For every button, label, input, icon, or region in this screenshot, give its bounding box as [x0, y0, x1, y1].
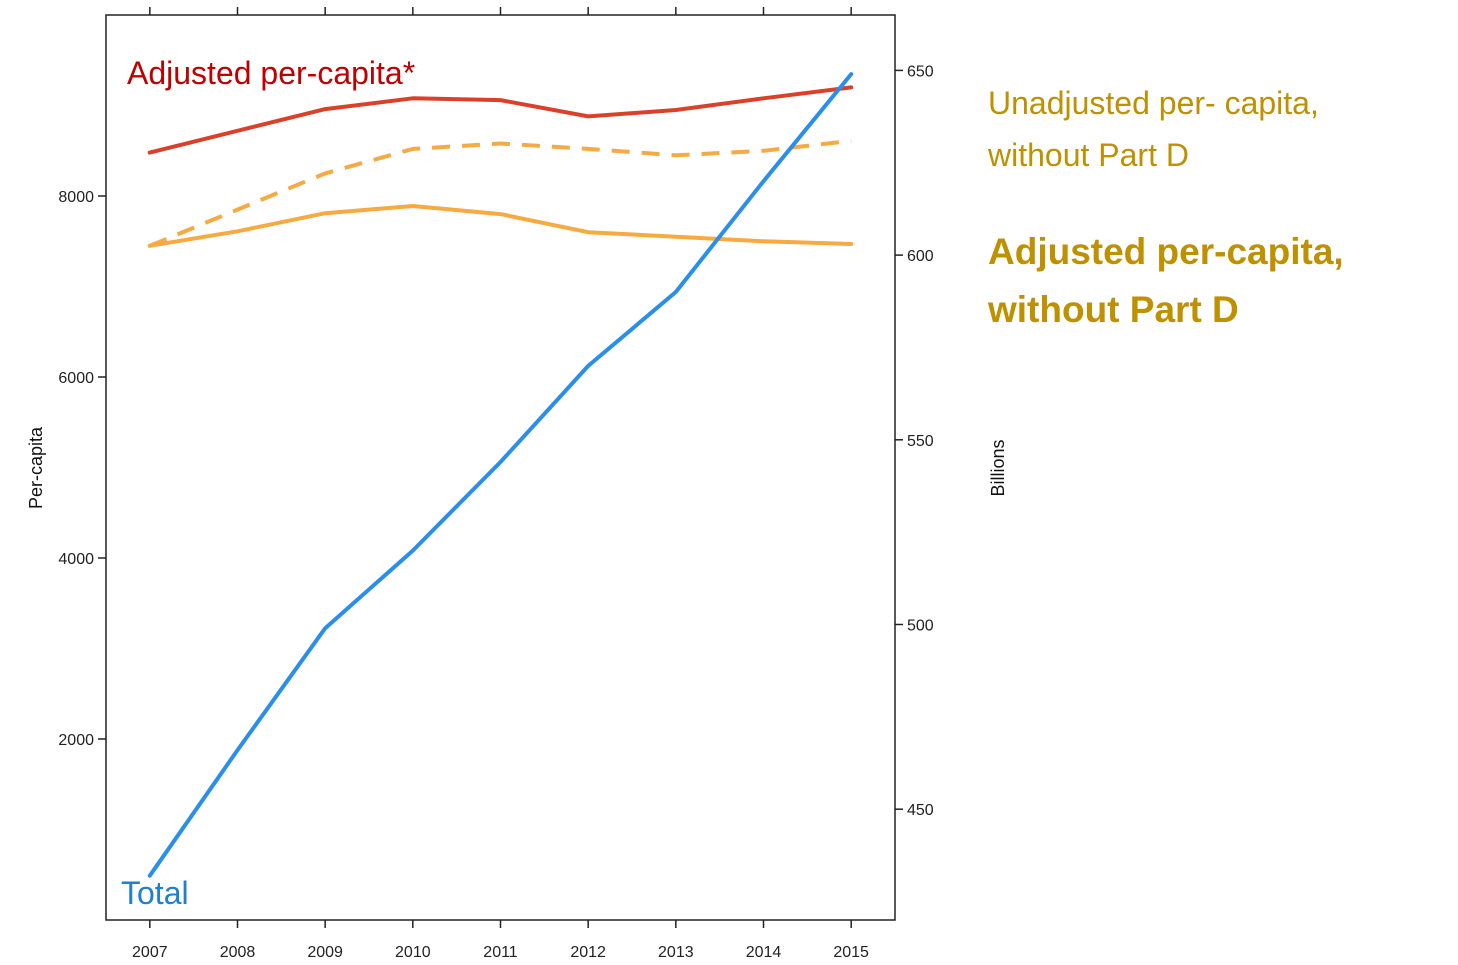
y2-axis-title: Billions — [988, 439, 1008, 496]
y2-tick-label: 500 — [907, 617, 934, 634]
label-line-2: without Part D — [987, 137, 1189, 173]
series-label-adjusted: Adjusted per-capita* — [127, 55, 415, 91]
series-lines — [147, 72, 854, 878]
y-tick-label: 6000 — [58, 370, 94, 387]
x-tick-label: 2014 — [746, 944, 782, 961]
series-line-0 — [147, 85, 854, 155]
y2-tick-label: 450 — [907, 802, 934, 819]
x-tick-label: 2010 — [395, 944, 431, 961]
x-tick-label: 2008 — [220, 944, 256, 961]
series-label-unadjusted-no-part-d: Unadjusted per- capita, without Part D — [987, 85, 1319, 173]
y-tick-label: 8000 — [58, 189, 94, 206]
x-axis: 2007 2008 2009 2010 2011 2012 2013 2014 2015 — [132, 7, 869, 961]
x-tick-label: 2015 — [833, 944, 869, 961]
x-tick-label: 2012 — [570, 944, 606, 961]
y-axis-right: 450 500 550 600 650 — [895, 63, 934, 819]
label-line-1: Unadjusted per- capita, — [988, 85, 1319, 121]
y-tick-label: 2000 — [58, 732, 94, 749]
label-line-2: without Part D — [987, 289, 1239, 330]
x-tick-label: 2009 — [307, 944, 343, 961]
series-line-1 — [149, 138, 852, 248]
series-label-total: Total — [121, 875, 189, 911]
y2-tick-label: 650 — [907, 63, 934, 80]
y-tick-label: 4000 — [58, 551, 94, 568]
series-line-3 — [147, 72, 854, 878]
y2-tick-label: 600 — [907, 248, 934, 265]
x-tick-label: 2011 — [483, 944, 518, 961]
y-axis-left: 2000 4000 6000 8000 — [58, 189, 106, 749]
y-axis-title: Per-capita — [26, 426, 46, 509]
x-tick-label: 2007 — [132, 944, 168, 961]
x-tick-label: 2013 — [658, 944, 694, 961]
series-line-2 — [147, 204, 854, 248]
label-line-1: Adjusted per-capita, — [988, 231, 1344, 272]
series-label-adjusted-no-part-d: Adjusted per-capita, without Part D — [987, 231, 1344, 330]
y2-tick-label: 550 — [907, 433, 934, 450]
